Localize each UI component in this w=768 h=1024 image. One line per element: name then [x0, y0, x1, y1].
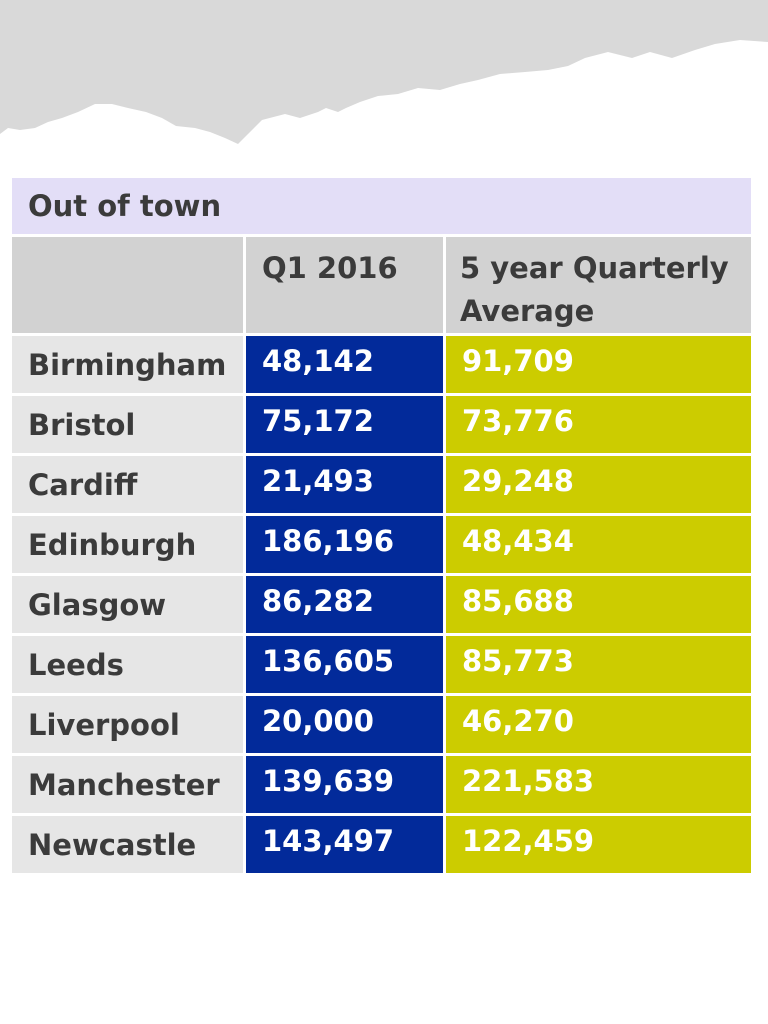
q1-2016-value: 21,493 — [246, 456, 443, 513]
city-cell: Newcastle — [12, 816, 243, 873]
five-year-average-value: 85,773 — [446, 636, 751, 693]
five-year-average-value: 221,583 — [446, 756, 751, 813]
table-row: Birmingham 48,142 91,709 — [12, 336, 751, 393]
five-year-average-value: 48,434 — [446, 516, 751, 573]
map-background — [0, 0, 768, 144]
table-row: Cardiff 21,493 29,248 — [12, 456, 751, 513]
city-cell: Cardiff — [12, 456, 243, 513]
table-title: Out of town — [12, 178, 751, 234]
q1-2016-value: 143,497 — [246, 816, 443, 873]
city-cell: Glasgow — [12, 576, 243, 633]
table-row: Glasgow 86,282 85,688 — [12, 576, 751, 633]
city-cell: Leeds — [12, 636, 243, 693]
table-row: Edinburgh 186,196 48,434 — [12, 516, 751, 573]
table-row: Manchester 139,639 221,583 — [12, 756, 751, 813]
city-cell: Liverpool — [12, 696, 243, 753]
header-5-year-average: 5 year Quarterly Average — [446, 237, 751, 333]
header-row: Q1 2016 5 year Quarterly Average — [12, 237, 751, 333]
table-row: Bristol 75,172 73,776 — [12, 396, 751, 453]
header-q1-2016: Q1 2016 — [246, 237, 443, 333]
q1-2016-value: 139,639 — [246, 756, 443, 813]
city-cell: Edinburgh — [12, 516, 243, 573]
header-city — [12, 237, 243, 333]
five-year-average-value: 91,709 — [446, 336, 751, 393]
five-year-average-value: 46,270 — [446, 696, 751, 753]
q1-2016-value: 86,282 — [246, 576, 443, 633]
data-table: Out of town Q1 2016 5 year Quarterly Ave… — [12, 178, 751, 876]
q1-2016-value: 136,605 — [246, 636, 443, 693]
five-year-average-value: 73,776 — [446, 396, 751, 453]
q1-2016-value: 75,172 — [246, 396, 443, 453]
table-row: Newcastle 143,497 122,459 — [12, 816, 751, 873]
q1-2016-value: 186,196 — [246, 516, 443, 573]
q1-2016-value: 20,000 — [246, 696, 443, 753]
q1-2016-value: 48,142 — [246, 336, 443, 393]
five-year-average-value: 29,248 — [446, 456, 751, 513]
table-body: Birmingham 48,142 91,709 Bristol 75,172 73,77… — [12, 336, 751, 873]
city-cell: Birmingham — [12, 336, 243, 393]
city-cell: Manchester — [12, 756, 243, 813]
table-row: Leeds 136,605 85,773 — [12, 636, 751, 693]
five-year-average-value: 122,459 — [446, 816, 751, 873]
five-year-average-value: 85,688 — [446, 576, 751, 633]
city-cell: Bristol — [12, 396, 243, 453]
table-row: Liverpool 20,000 46,270 — [12, 696, 751, 753]
